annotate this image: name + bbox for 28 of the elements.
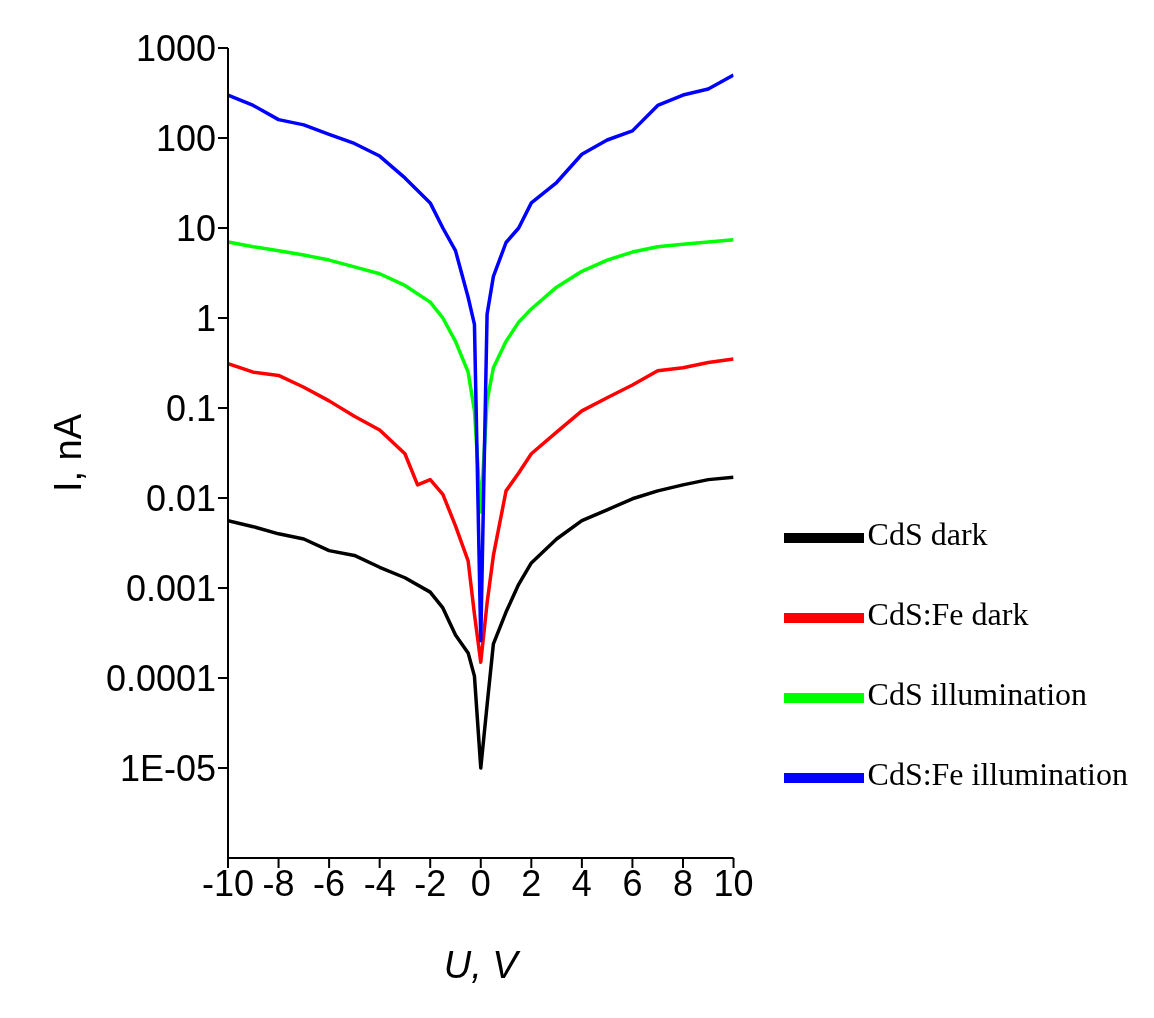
- legend-label: CdS:Fe dark: [867, 596, 1029, 633]
- x-tick-label: -8: [262, 862, 295, 904]
- y-tick-label: 10: [175, 207, 216, 249]
- y-axis-title: I, nA: [47, 413, 90, 493]
- y-tick-label: 1000: [135, 27, 216, 69]
- y-tick-label: 1: [195, 297, 216, 339]
- y-tick-label: 1E-05: [119, 747, 216, 789]
- x-tick-label: 10: [713, 862, 754, 904]
- x-tick-label: -10: [201, 862, 255, 904]
- line-series: [228, 73, 734, 643]
- legend-label: CdS illumination: [867, 676, 1088, 713]
- x-axis-title: U, V: [443, 944, 522, 986]
- x-tick-label: 6: [622, 862, 643, 904]
- y-tick-label: 0.01: [145, 477, 216, 519]
- x-tick-label: 8: [672, 862, 693, 904]
- x-tick-label: 2: [521, 862, 542, 904]
- x-tick-label: 4: [571, 862, 592, 904]
- x-tick-label: 0: [470, 862, 491, 904]
- y-tick-label: 0.1: [165, 387, 216, 429]
- line-series: [228, 357, 734, 664]
- y-tick-label: 0.0001: [105, 657, 216, 699]
- y-tick-label: 100: [155, 117, 216, 159]
- x-tick-label: -4: [363, 862, 396, 904]
- y-tick-label: 0.001: [125, 567, 216, 609]
- legend-label: CdS dark: [867, 516, 988, 553]
- x-tick-label: -6: [313, 862, 346, 904]
- legend-label: CdS:Fe illumination: [867, 756, 1128, 793]
- x-tick-label: -2: [414, 862, 447, 904]
